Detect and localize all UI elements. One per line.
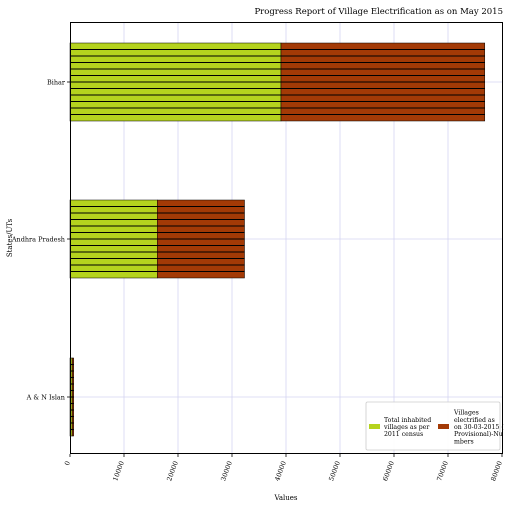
y-tick-label: Bihar xyxy=(47,78,66,86)
y-tick-label: Andhra Pradesh xyxy=(11,235,65,243)
y-axis-ticks: A & N Islan Andhra Pradesh Bihar xyxy=(11,78,70,401)
x-tick-label: 80000 xyxy=(489,460,504,482)
x-axis-label: Values xyxy=(273,494,297,502)
legend-box xyxy=(365,401,501,451)
legend-swatch xyxy=(369,424,380,429)
legend-label: electrified as xyxy=(454,417,495,424)
legend-label: mbers xyxy=(454,438,474,445)
chart-title: Progress Report of Village Electrificati… xyxy=(254,7,503,17)
x-tick-label: 10000 xyxy=(111,460,126,482)
y-tick-label: A & N Islan xyxy=(26,393,65,401)
x-tick-label: 0 xyxy=(63,460,72,467)
legend-label: villages as per xyxy=(383,424,429,431)
bars xyxy=(69,42,486,437)
legend-label: Provisional)-Nu xyxy=(454,431,503,438)
legend-label: 2011 census xyxy=(384,431,423,438)
x-tick-label: 20000 xyxy=(165,460,180,482)
legend-label: on 30-03-2015 ( xyxy=(454,424,504,431)
x-tick-label: 50000 xyxy=(327,460,342,482)
legend-label: Villages xyxy=(453,410,479,417)
y-axis-label: States/UTs xyxy=(6,218,14,257)
plot-frame xyxy=(70,22,503,454)
x-tick-label: 70000 xyxy=(435,460,450,482)
legend-swatch xyxy=(438,424,449,429)
legend-label: Total inhabited xyxy=(384,417,431,424)
x-tick-label: 40000 xyxy=(273,460,288,482)
x-tick-label: 30000 xyxy=(219,460,234,482)
x-tick-label: 60000 xyxy=(381,460,396,482)
x-axis-ticks: 0 10000 20000 30000 40000 50000 60000 70000 8000… xyxy=(63,454,504,482)
